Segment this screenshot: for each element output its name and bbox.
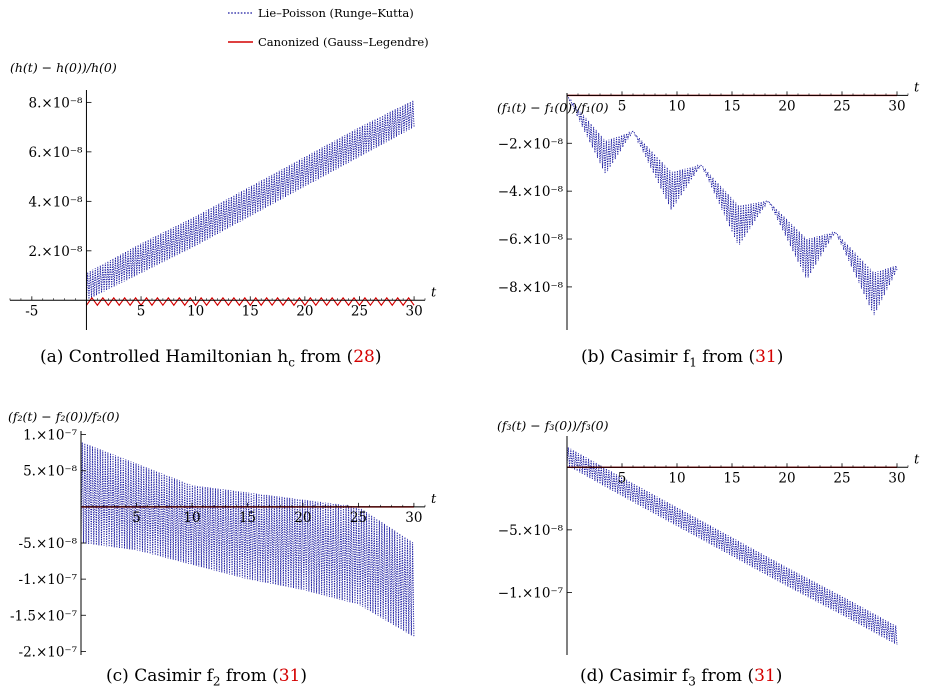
y-tick-label-c-3: -1.×10⁻⁷ xyxy=(19,572,78,588)
x-tick-label-c-3: 20 xyxy=(294,510,311,526)
caption-c-suffix: ) xyxy=(300,666,308,686)
series-lie-poisson-line-a xyxy=(86,100,415,301)
caption-a-sub: c xyxy=(288,355,295,370)
x-tick-label-a-4: 20 xyxy=(296,303,313,319)
series-lie-poisson-line-d xyxy=(566,447,898,646)
y-tick-label-d-1: −1.×10⁻⁷ xyxy=(498,585,564,601)
y-tick-label-c-2: -5.×10⁻⁸ xyxy=(19,536,78,552)
y-tick-label-c-5: -2.×10⁻⁷ xyxy=(19,644,78,660)
x-tick-label-d-3: 20 xyxy=(778,470,795,486)
series-canonized-line-a xyxy=(86,296,415,307)
x-axis-label-a: t xyxy=(431,285,437,300)
legend: Lie–Poisson (Runge–Kutta) Canonized (Gau… xyxy=(228,6,429,49)
caption-b-mid: from ( xyxy=(696,347,756,367)
chart-panel-c: 5 10 15 20 25 30 t 1.×10⁻⁷ 5.×10⁻⁸ -5.×10⁻⁸ -1.×10… xyxy=(10,428,437,661)
x-tick-label-d-0: 5 xyxy=(618,470,627,486)
caption-a: (a) Controlled Hamiltonian hc from (28) xyxy=(40,347,382,369)
x-tick-label-b-4: 25 xyxy=(833,98,850,114)
series-lie-poisson-line-b xyxy=(566,95,898,316)
caption-c: (c) Casimir f2 from (31) xyxy=(106,666,307,688)
y-tick-label-b-1: −4.×10⁻⁸ xyxy=(498,184,564,200)
caption-d-suffix: ) xyxy=(775,666,783,686)
y-tick-label-b-3: −8.×10⁻⁸ xyxy=(498,280,564,296)
x-axis-label-b: t xyxy=(914,80,920,95)
x-tick-label-a-2: 10 xyxy=(187,303,204,319)
legend-label-lie-poisson: Lie–Poisson (Runge–Kutta) xyxy=(258,6,414,20)
caption-b-prefix: (b) Casimir f xyxy=(581,347,690,367)
x-tick-label-b-1: 10 xyxy=(668,98,685,114)
x-tick-label-b-3: 20 xyxy=(778,98,795,114)
x-axis-label-c: t xyxy=(431,492,437,507)
chart-panel-d: 5 10 15 20 25 30 t −5.×10⁻⁸ −1.×10⁻⁷ xyxy=(498,436,920,655)
caption-b-sub: 1 xyxy=(689,355,697,370)
x-tick-label-c-5: 30 xyxy=(405,510,422,526)
x-tick-label-b-2: 15 xyxy=(723,98,740,114)
ylabel-b: (f₁(t) − f₁(0))/f₁(0) xyxy=(497,100,609,115)
caption-d-sub: 3 xyxy=(688,674,696,689)
x-tick-label-c-2: 15 xyxy=(239,510,256,526)
caption-b-suffix: ) xyxy=(776,347,784,367)
caption-c-ref-link[interactable]: 31 xyxy=(278,666,301,686)
caption-a-mid: from ( xyxy=(295,347,354,367)
chart-panel-b: 5 10 15 20 25 30 t −2.×10⁻⁸ −4.×10⁻⁸ −6.×10⁻⁸ −8.×… xyxy=(498,80,920,330)
caption-a-prefix: (a) Controlled Hamiltonian h xyxy=(40,347,289,367)
y-tick-label-a-1: 4.×10⁻⁸ xyxy=(29,194,83,210)
x-tick-label-a-5: 25 xyxy=(351,303,368,319)
x-tick-label-a-1: 5 xyxy=(137,303,146,319)
x-tick-label-a-0: -5 xyxy=(25,303,38,319)
x-tick-label-d-4: 25 xyxy=(833,470,850,486)
caption-b-ref-link[interactable]: 31 xyxy=(755,347,777,367)
y-tick-label-d-0: −5.×10⁻⁸ xyxy=(498,523,564,539)
ylabel-c: (f₂(t) − f₂(0))/f₂(0) xyxy=(8,409,120,424)
x-tick-label-c-4: 25 xyxy=(350,510,367,526)
y-tick-label-b-0: −2.×10⁻⁸ xyxy=(498,136,564,152)
caption-c-sub: 2 xyxy=(212,674,221,689)
caption-d-ref-link[interactable]: 31 xyxy=(754,666,776,686)
y-tick-label-c-0: 1.×10⁻⁷ xyxy=(23,428,77,444)
series-lie-poisson-line-c xyxy=(80,442,415,637)
ylabel-d: (f₃(t) − f₃(0))/f₃(0) xyxy=(497,418,609,433)
caption-c-mid: from ( xyxy=(220,666,279,686)
x-tick-label-b-0: 5 xyxy=(618,98,627,114)
y-tick-label-b-2: −6.×10⁻⁸ xyxy=(498,232,564,248)
x-tick-label-d-5: 30 xyxy=(888,470,905,486)
caption-a-suffix: ) xyxy=(374,347,382,367)
x-tick-label-a-6: 30 xyxy=(405,303,422,319)
chart-panel-a: -5 5 10 15 20 25 30 t 2.×10⁻⁸ 4.×10⁻⁸ 6.×10⁻⁸ 8.×10… xyxy=(9,90,437,330)
ylabel-a: (h(t) − h(0))/h(0) xyxy=(10,60,117,75)
legend-label-canonized: Canonized (Gauss–Legendre) xyxy=(258,35,429,49)
x-tick-label-c-1: 10 xyxy=(183,510,200,526)
y-tick-label-c-1: 5.×10⁻⁸ xyxy=(23,464,77,480)
x-tick-label-d-2: 15 xyxy=(723,470,740,486)
caption-d-mid: from ( xyxy=(695,666,755,686)
caption-d-prefix: (d) Casimir f xyxy=(580,666,689,686)
y-tick-label-a-2: 6.×10⁻⁸ xyxy=(29,145,83,161)
y-tick-label-a-0: 2.×10⁻⁸ xyxy=(29,244,83,260)
caption-a-ref-link[interactable]: 28 xyxy=(353,347,375,367)
x-tick-label-a-3: 15 xyxy=(242,303,259,319)
x-axis-label-d: t xyxy=(914,452,920,467)
caption-c-prefix: (c) Casimir f xyxy=(106,666,213,686)
x-tick-label-d-1: 10 xyxy=(668,470,685,486)
caption-d: (d) Casimir f3 from (31) xyxy=(580,666,782,688)
caption-b: (b) Casimir f1 from (31) xyxy=(581,347,783,369)
y-tick-label-c-4: -1.5×10⁻⁷ xyxy=(10,608,78,624)
x-tick-label-c-0: 5 xyxy=(132,510,141,526)
y-tick-label-a-3: 8.×10⁻⁸ xyxy=(29,95,83,111)
x-tick-label-b-5: 30 xyxy=(888,98,905,114)
